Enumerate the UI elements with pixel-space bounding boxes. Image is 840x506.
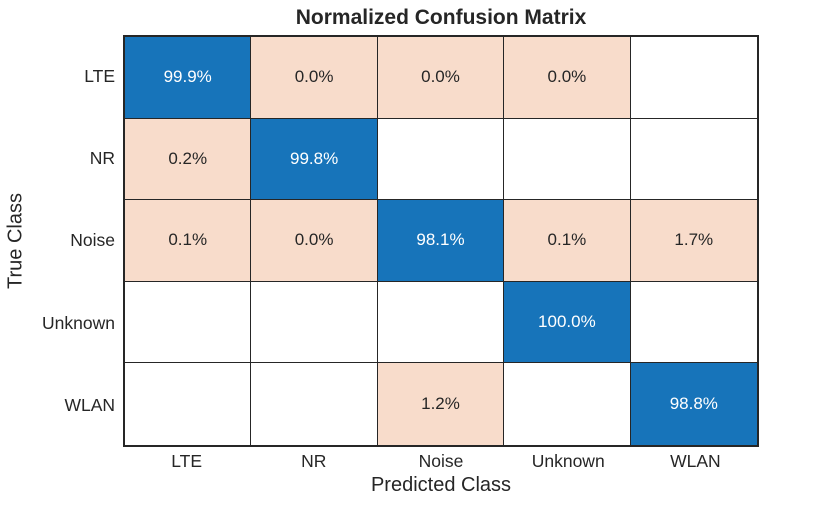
chart-title: Normalized Confusion Matrix [295,6,587,29]
confusion-grid: 99.9% 0.0% 0.0% 0.0% 0.2% 99.8% 0.1% 0.0% 98.1% 0… [123,35,759,447]
matrix-cell: 99.8% [251,118,378,201]
matrix-cell [251,281,378,364]
x-tick-label: NR [301,451,327,471]
x-tick-label: Noise [418,451,464,471]
matrix-cell: 98.8% [630,363,757,445]
matrix-cell: 99.9% [125,37,252,119]
matrix-cell: 0.2% [125,118,252,201]
matrix-cell [377,281,505,364]
matrix-cell: 0.1% [504,200,631,282]
y-tick-label: LTE [84,65,115,86]
matrix-cell [125,363,252,445]
matrix-cell [630,118,757,201]
y-axis-tick-labels: LTE NR Noise Unknown WLAN [0,35,115,447]
matrix-cell [630,281,757,364]
matrix-cell: 1.2% [377,363,505,445]
x-axis-label: Predicted Class [370,474,512,496]
matrix-cell [125,281,252,364]
y-tick-label: WLAN [64,395,115,416]
matrix-cell: 0.1% [125,200,252,282]
matrix-cell [504,363,631,445]
y-tick-label: Unknown [42,312,115,333]
matrix-cell [504,118,631,201]
x-tick-label: LTE [171,451,202,471]
matrix-cell: 1.7% [630,200,757,282]
matrix-cell: 0.0% [377,37,505,119]
matrix-cell [251,363,378,445]
matrix-cell: 0.0% [251,37,378,119]
matrix-cell: 100.0% [504,281,631,364]
x-tick-label: WLAN [670,451,721,471]
matrix-cell: 98.1% [377,200,505,282]
matrix-cell [377,118,505,201]
matrix-cell [630,37,757,119]
x-tick-label: Unknown [531,451,605,471]
y-tick-label: Noise [70,230,115,251]
x-axis-tick-labels: LTE NR Noise Unknown WLAN [123,451,759,472]
y-tick-label: NR [89,148,115,169]
matrix-cell: 0.0% [504,37,631,119]
matrix-cell: 0.0% [251,200,378,282]
